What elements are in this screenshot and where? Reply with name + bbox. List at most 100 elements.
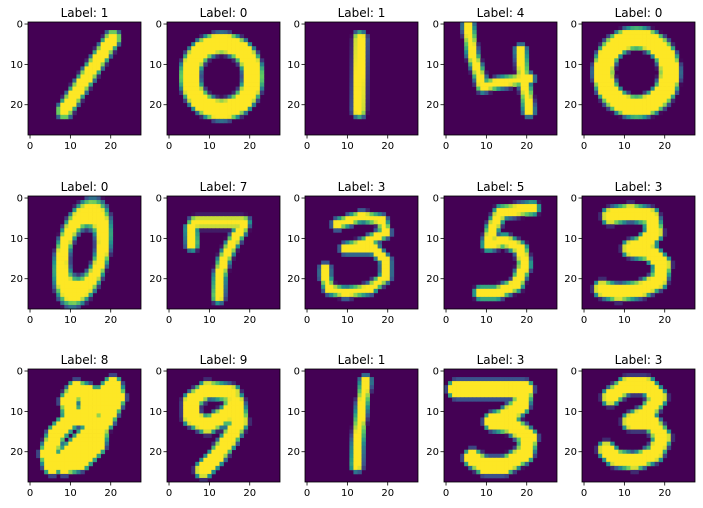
- image-pixel: [468, 42, 473, 47]
- image-pixel: [614, 38, 619, 43]
- image-pixel: [614, 208, 619, 213]
- image-pixel: [512, 433, 517, 438]
- image-pixel: [373, 232, 378, 237]
- image-pixel: [508, 461, 513, 467]
- image-pixel: [223, 425, 228, 430]
- image-pixel: [646, 461, 651, 467]
- image-pixel: [76, 441, 81, 447]
- image-pixel: [88, 70, 93, 75]
- image-pixel: [524, 385, 530, 390]
- image-pixel: [468, 465, 473, 471]
- image-pixel: [92, 417, 97, 422]
- image-pixel: [211, 469, 216, 475]
- image-pixel: [662, 82, 668, 87]
- image-pixel: [80, 86, 85, 91]
- image-pixel: [594, 82, 599, 87]
- image-pixel: [100, 413, 106, 418]
- image-pixel: [500, 284, 505, 290]
- image-pixel: [500, 240, 505, 245]
- image-pixel: [60, 413, 65, 418]
- image-pixel: [80, 417, 85, 422]
- image-pixel: [72, 272, 77, 278]
- image-pixel: [104, 236, 110, 241]
- image-pixel: [528, 393, 534, 398]
- image-pixel: [116, 381, 122, 386]
- image-pixel: [199, 385, 204, 390]
- image-pixel: [618, 300, 623, 306]
- panel-title: Label: 0: [615, 6, 663, 20]
- image-pixel: [104, 405, 110, 410]
- image-pixel: [472, 42, 477, 47]
- image-pixel: [195, 110, 200, 116]
- image-pixel: [508, 429, 513, 434]
- image-pixel: [231, 212, 236, 217]
- image-pixel: [468, 66, 473, 71]
- image-pixel: [353, 417, 358, 422]
- image-pixel: [357, 393, 362, 398]
- image-pixel: [520, 256, 526, 261]
- image-pixel: [638, 252, 643, 257]
- image-pixel: [219, 228, 224, 233]
- image-pixel: [662, 106, 668, 112]
- image-pixel: [650, 421, 655, 426]
- image-pixel: [365, 417, 370, 422]
- image-pixel: [76, 228, 81, 233]
- image-pixel: [88, 433, 93, 438]
- x-tick-label: 20: [381, 315, 394, 326]
- image-pixel: [361, 98, 366, 104]
- image-pixel: [496, 244, 501, 249]
- image-pixel: [108, 42, 114, 47]
- image-pixel: [84, 433, 89, 438]
- image-pixel: [662, 42, 668, 47]
- image-pixel: [215, 425, 220, 430]
- image-pixel: [373, 212, 378, 217]
- image-pixel: [626, 417, 631, 422]
- image-pixel: [602, 86, 607, 91]
- image-pixel: [80, 220, 85, 225]
- image-pixel: [76, 292, 81, 298]
- image-pixel: [52, 429, 57, 434]
- image-pixel: [614, 106, 619, 112]
- y-tick-label: 20: [426, 100, 439, 111]
- image-pixel: [516, 260, 522, 265]
- image-pixel: [670, 437, 676, 442]
- image-pixel: [211, 445, 216, 451]
- image-pixel: [187, 228, 192, 233]
- image-pixel: [365, 288, 370, 294]
- image-pixel: [68, 260, 73, 265]
- image-pixel: [235, 46, 240, 51]
- image-pixel: [508, 216, 513, 221]
- image-pixel: [365, 82, 370, 87]
- image-pixel: [96, 449, 101, 455]
- image-pixel: [496, 453, 501, 459]
- image-pixel: [60, 449, 65, 455]
- image-pixel: [199, 461, 204, 467]
- image-pixel: [488, 417, 493, 422]
- image-pixel: [92, 280, 97, 286]
- image-pixel: [650, 236, 655, 241]
- image-pixel: [96, 385, 101, 390]
- image-pixel: [353, 62, 358, 67]
- image-pixel: [353, 469, 358, 475]
- image-pixel: [329, 264, 334, 269]
- image-pixel: [60, 433, 65, 438]
- image-pixel: [84, 417, 89, 422]
- image-pixel: [654, 441, 660, 447]
- image-pixel: [72, 381, 77, 386]
- image-pixel: [100, 393, 106, 398]
- image-pixel: [219, 252, 224, 257]
- image-pixel: [219, 30, 224, 35]
- image-pixel: [321, 284, 326, 290]
- x-tick-label: 0: [27, 315, 33, 326]
- image-pixel: [76, 465, 81, 471]
- image-pixel: [524, 252, 530, 257]
- image-pixel: [104, 42, 110, 47]
- image-pixel: [373, 248, 378, 253]
- image-pixel: [654, 429, 660, 434]
- image-pixel: [516, 70, 522, 75]
- image-pixel: [96, 50, 101, 55]
- image-pixel: [183, 78, 188, 83]
- image-pixel: [642, 397, 647, 402]
- image-pixel: [634, 449, 639, 455]
- image-pixel: [606, 389, 611, 394]
